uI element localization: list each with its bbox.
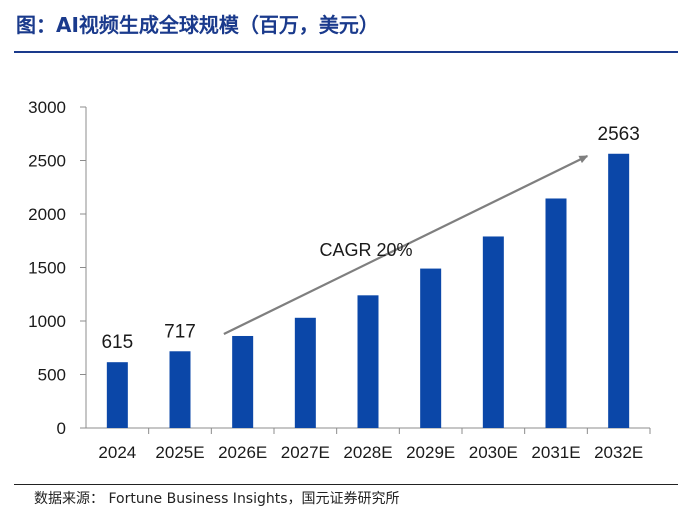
- bar-2027E: [294, 317, 316, 428]
- x-tick-label: 2027E: [281, 443, 330, 462]
- x-tick-label: 2032E: [594, 443, 643, 462]
- y-tick-label: 1500: [28, 259, 66, 278]
- page-title: 图：AI视频生成全球规模（百万，美元）: [16, 13, 379, 37]
- title-divider: [14, 51, 678, 53]
- y-axis: 0 500 1000 1500 2000 2500 3000: [28, 98, 87, 438]
- x-tick-label: 2028E: [343, 443, 392, 462]
- x-tick-label: 2030E: [469, 443, 518, 462]
- source-note: 数据来源： Fortune Business Insights，国元证券研究所: [34, 491, 400, 507]
- cagr-label: CAGR 20%: [319, 240, 412, 260]
- x-tick-label: 2031E: [531, 443, 580, 462]
- y-tick-label: 2000: [28, 205, 66, 224]
- x-tick-label: 2026E: [218, 443, 267, 462]
- data-label: 2563: [598, 124, 640, 145]
- data-label: 615: [101, 332, 133, 353]
- bar-2028E: [357, 295, 379, 428]
- y-tick-label: 500: [38, 366, 66, 385]
- bar-2031E: [545, 198, 567, 428]
- x-tick-label: 2024: [98, 443, 136, 462]
- source-divider: [14, 484, 678, 485]
- cagr-arrow: [223, 155, 589, 335]
- bar-2024: [106, 362, 128, 428]
- bar-2030E: [482, 236, 504, 428]
- bars: [106, 153, 630, 428]
- data-label: 717: [164, 321, 196, 342]
- bar-2026E: [232, 335, 254, 428]
- bar-2029E: [420, 268, 442, 428]
- data-labels: 615 717 2563: [101, 124, 639, 353]
- x-tick-label: 2029E: [406, 443, 455, 462]
- bar-2032E: [608, 153, 630, 428]
- y-tick-label: 2500: [28, 152, 66, 171]
- x-axis: 2024 2025E 2026E 2027E 2028E 2029E 2030E 2031E 2…: [86, 427, 651, 462]
- y-tick-label: 0: [57, 419, 66, 438]
- y-tick-label: 1000: [28, 312, 66, 331]
- cagr-annotation: CAGR 20%: [223, 155, 589, 335]
- x-tick-label: 2025E: [155, 443, 204, 462]
- y-tick-label: 3000: [28, 98, 66, 117]
- bar-2025E: [169, 351, 191, 428]
